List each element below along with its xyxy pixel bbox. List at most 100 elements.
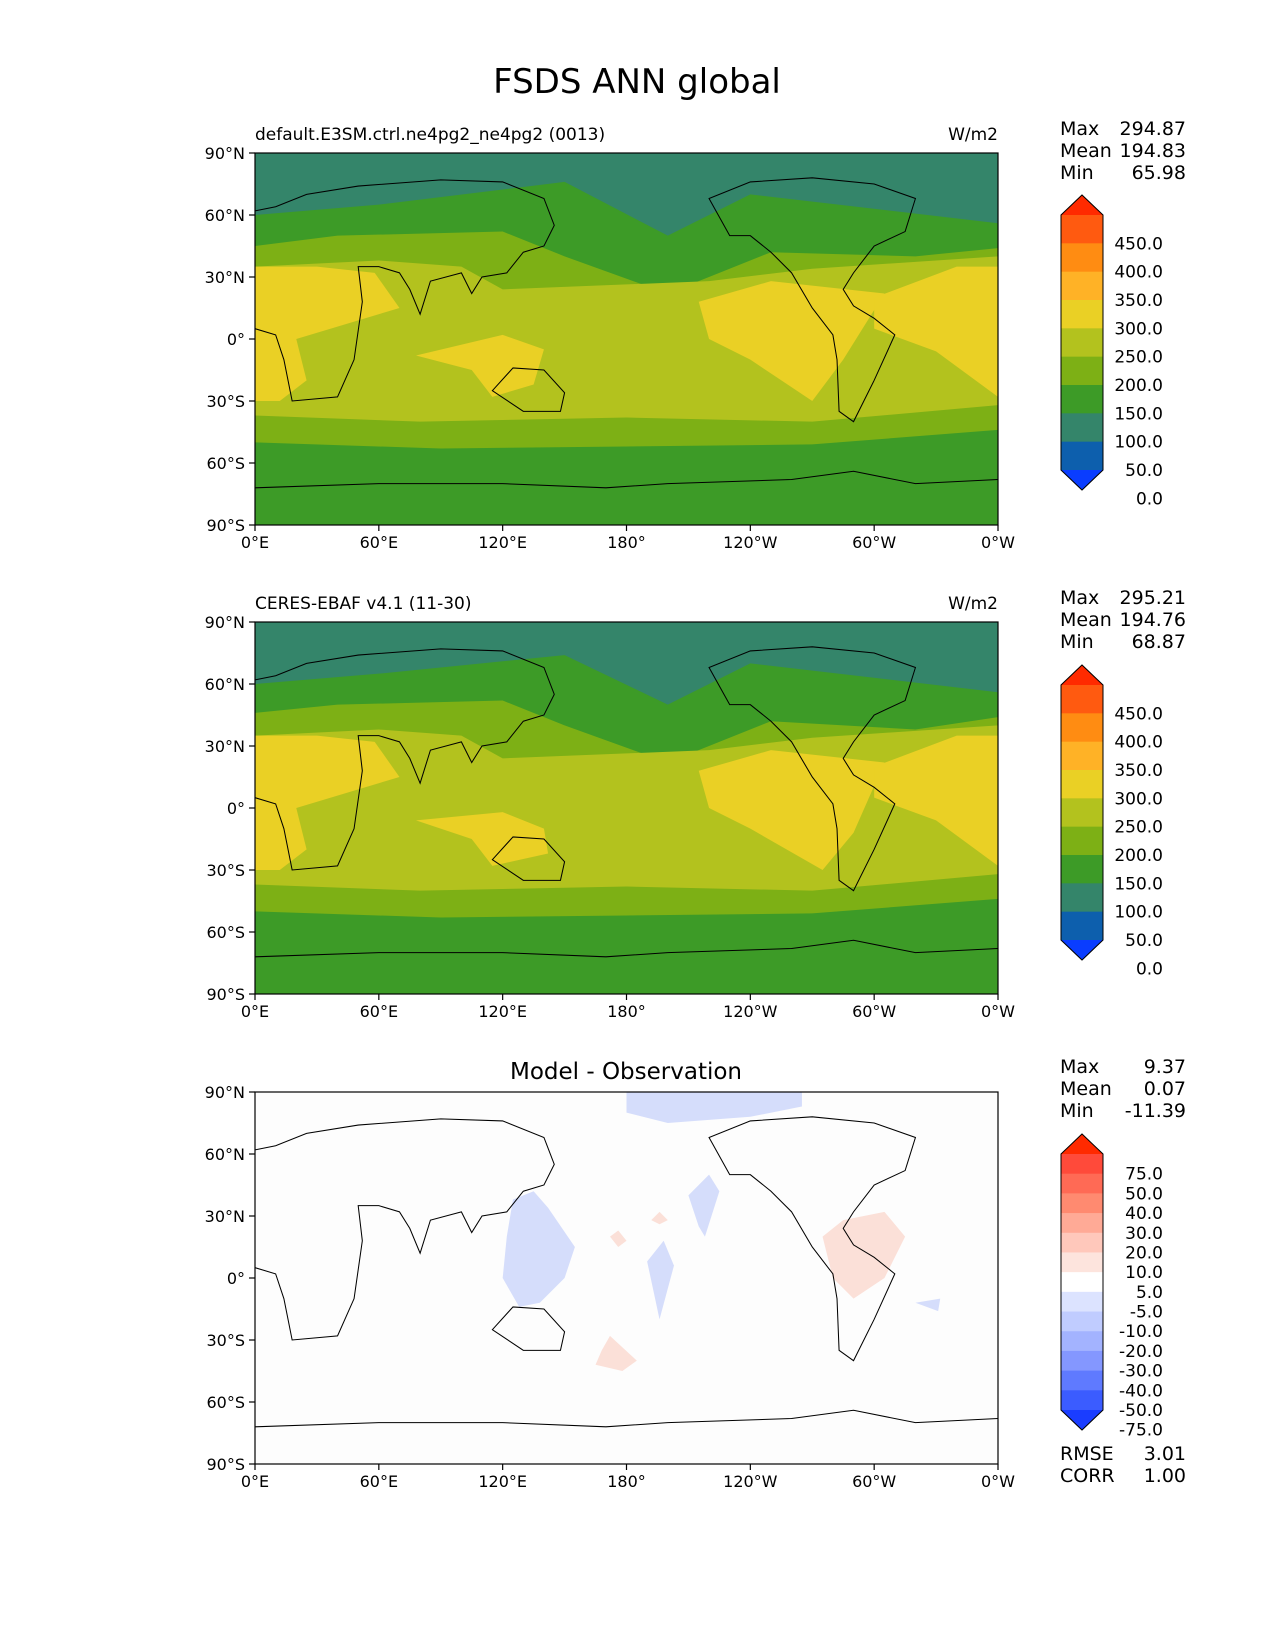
colorbar-segment — [1061, 798, 1103, 828]
panel-center-title: Model - Observation — [510, 1059, 742, 1085]
colorbar-segment — [1061, 1213, 1103, 1234]
stat-min-value: 68.87 — [1132, 631, 1186, 653]
panel-axes: 0°E 60°E 120°E 180° 120°W 60°W 0°W 90°N 60°N 30°N… — [205, 1083, 1016, 1491]
coast-australia — [491, 836, 566, 881]
coast-australia — [491, 1306, 566, 1351]
high-africa-arabia — [255, 735, 400, 870]
colorbar-label: 250.0 — [1114, 348, 1163, 368]
colorbar-label: 350.0 — [1114, 761, 1163, 781]
high-indian-ocean — [415, 812, 549, 866]
x-tick-label: 180° — [607, 1002, 646, 1021]
stat-max-label: Max — [1060, 1056, 1099, 1078]
colorbar-label: 75.0 — [1125, 1165, 1163, 1185]
colorbar-extend-max — [1061, 1134, 1103, 1154]
panel-ref: CERES-EBAF v4.1 (11-30) W/m2 Max 295.21 — [254, 587, 1186, 995]
y-tick-label: 90°S — [206, 516, 245, 535]
rmse-value: 3.01 — [1144, 1443, 1186, 1465]
y-tick-label: 30°N — [205, 737, 245, 756]
colorbar-extend-min — [1061, 1410, 1103, 1430]
neg-arctic — [626, 1092, 802, 1123]
x-tick-label: 0°E — [241, 533, 269, 552]
y-tick-label: 30°N — [205, 268, 245, 287]
x-tick-label: 60°W — [852, 1002, 896, 1021]
neg-north-pacific — [502, 1191, 575, 1307]
colorbar-segment — [1061, 911, 1103, 941]
stat-mean-label: Mean — [1060, 1078, 1112, 1100]
y-tick-label: 90°S — [206, 1455, 245, 1474]
y-tick-label: 0° — [227, 1269, 245, 1288]
y-tick-label: 90°S — [206, 985, 245, 1004]
x-tick-label: 0°W — [981, 533, 1015, 552]
colorbar-label: 0.0 — [1136, 959, 1163, 979]
colorbar-segment — [1061, 1390, 1103, 1411]
colorbar-label: 100.0 — [1114, 433, 1163, 453]
x-tick-label: 180° — [607, 1472, 646, 1491]
neg-central-pacific — [647, 1240, 674, 1320]
colorbar-label: 400.0 — [1114, 733, 1163, 753]
colorbar-label: 200.0 — [1114, 376, 1163, 396]
panel-units: W/m2 — [948, 125, 998, 145]
high-atlantic — [874, 735, 998, 866]
colorbar-segment — [1061, 1154, 1103, 1175]
stat-min-value: -11.39 — [1125, 1100, 1186, 1122]
colorbar-label: -5.0 — [1130, 1303, 1163, 1323]
x-tick-label: 60°W — [852, 533, 896, 552]
colorbar-label: 150.0 — [1114, 404, 1163, 424]
high-atlantic — [874, 266, 998, 397]
colorbar-segment — [1061, 441, 1103, 471]
axes-ticks: 0°E 60°E 120°E 180° 120°W 60°W 0°W 90°N 60°N 30°N… — [205, 144, 1016, 1491]
stats-box: Max 9.37 Mean 0.07 Min -11.39 — [1060, 1056, 1186, 1122]
coast-eurasia-africa — [255, 179, 555, 402]
colorbar-label: 5.0 — [1136, 1283, 1163, 1303]
stat-max-label: Max — [1060, 587, 1099, 609]
rmse-label: RMSE — [1060, 1443, 1114, 1465]
colorbar-label: -75.0 — [1119, 1421, 1163, 1441]
y-tick-label: 60°N — [205, 1145, 245, 1164]
x-tick-label: 180° — [607, 533, 646, 552]
colorbar-segment — [1061, 356, 1103, 386]
figure-title: FSDS ANN global — [493, 62, 781, 102]
x-tick-label: 60°W — [852, 1472, 896, 1491]
x-tick-label: 60°E — [360, 1472, 398, 1491]
colorbar-segment — [1061, 328, 1103, 358]
colorbar-segment — [1061, 855, 1103, 884]
map-background — [255, 1092, 998, 1464]
stat-min-value: 65.98 — [1132, 162, 1186, 184]
pos-dot-1 — [609, 1230, 627, 1247]
y-tick-label: 30°S — [206, 861, 245, 880]
y-tick-label: 60°N — [205, 675, 245, 694]
x-tick-label: 120°E — [478, 533, 527, 552]
y-tick-label: 90°N — [205, 144, 245, 163]
stat-min-label: Min — [1060, 631, 1094, 653]
colorbar-segment — [1061, 713, 1103, 743]
coast-australia — [491, 367, 566, 412]
colorbar-extend-max — [1061, 665, 1103, 685]
colorbar-segment — [1061, 1350, 1103, 1372]
high-pacific — [698, 281, 885, 401]
colorbar-segment — [1061, 215, 1103, 244]
colorbar-label: 100.0 — [1114, 903, 1163, 923]
coast-eurasia-africa — [255, 1118, 555, 1341]
y-tick-label: 60°S — [206, 454, 245, 473]
colorbar-extend-max — [1061, 195, 1103, 215]
colorbar-label: 40.0 — [1125, 1204, 1163, 1224]
stats-box: Max 295.21 Mean 194.76 Min 68.87 — [1060, 587, 1186, 653]
colorbar-segment — [1061, 1370, 1103, 1391]
stat-min-label: Min — [1060, 162, 1094, 184]
stat-max-value: 295.21 — [1120, 587, 1186, 609]
colorbar-label: 30.0 — [1125, 1224, 1163, 1244]
panel-diff: Model - Observation Max 9.37 Mean 0. — [254, 1056, 1186, 1487]
colorbar-segment — [1061, 243, 1103, 273]
coast-americas — [708, 177, 917, 423]
colorbar-label: 300.0 — [1114, 319, 1163, 339]
colorbar-outline — [1060, 664, 1104, 961]
coast-antarctica — [255, 1409, 998, 1428]
colorbar-segment — [1061, 770, 1103, 799]
stat-mean-label: Mean — [1060, 140, 1112, 162]
x-tick-label: 120°W — [723, 1472, 778, 1491]
colorbar-segment — [1061, 1272, 1103, 1293]
corr-value: 1.00 — [1144, 1465, 1186, 1487]
rmse-corr-box: RMSE 3.01 CORR 1.00 — [1060, 1443, 1186, 1487]
coast-antarctica — [255, 939, 998, 958]
